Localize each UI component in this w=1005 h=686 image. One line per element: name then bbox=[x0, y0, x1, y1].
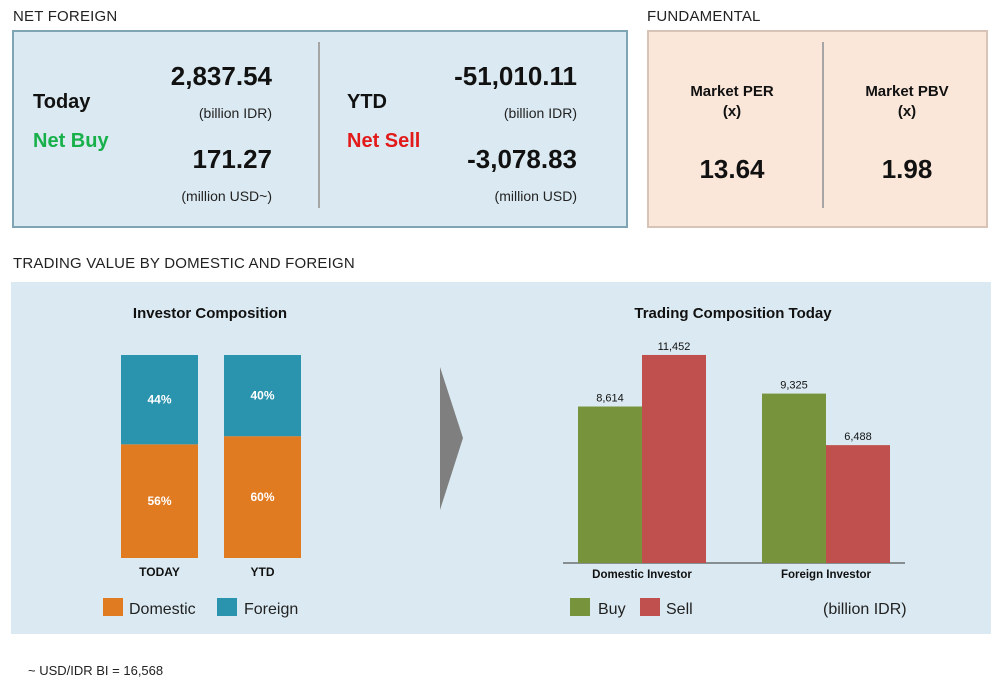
ytd-idr-value: -51,010.11 bbox=[454, 61, 577, 91]
bar-label-buy-domestic-investor: 8,614 bbox=[596, 393, 624, 405]
ytd-usd-unit: (million USD) bbox=[494, 188, 577, 204]
fundamental-panel bbox=[647, 30, 988, 228]
ytd-label: YTD bbox=[347, 91, 387, 113]
per-unit: (x) bbox=[722, 103, 742, 120]
stack-label-domestic-today: 56% bbox=[147, 494, 171, 508]
stack-bar-foreign-today bbox=[121, 355, 198, 445]
bar-category-foreign-investor: Foreign Investor bbox=[781, 569, 872, 581]
today-usd-value: 171.27 bbox=[192, 144, 272, 174]
today-status: Net Buy bbox=[33, 130, 109, 152]
trading-composition-title: Trading Composition Today bbox=[634, 305, 832, 322]
legend-buy-swatch bbox=[570, 598, 590, 616]
bar-buy-foreign-investor bbox=[762, 393, 826, 563]
net-foreign-panel bbox=[12, 30, 628, 228]
legend-foreign-label: Foreign bbox=[244, 601, 299, 618]
investor-composition-chart: 56% 44% TODAY 60% 40% YTD bbox=[121, 355, 301, 579]
trading-composition-chart: 8,614 11,452 Domestic Investor 9,325 6,488 Fo… bbox=[563, 341, 905, 581]
stack-label-foreign-ytd: 40% bbox=[250, 389, 274, 403]
investor-composition-title: Investor Composition bbox=[132, 305, 288, 322]
stack-label-domestic-ytd: 60% bbox=[250, 490, 274, 504]
legend-sell-label: Sell bbox=[666, 601, 693, 618]
chevron-right-icon bbox=[440, 367, 463, 510]
stack-category-ytd: YTD bbox=[251, 565, 275, 579]
pbv-unit: (x) bbox=[897, 103, 917, 120]
pbv-label: Market PBV bbox=[865, 83, 949, 100]
per-value: 13.64 bbox=[699, 154, 765, 184]
bar-sell-domestic-investor bbox=[642, 354, 706, 563]
net-foreign-title: NET FOREIGN bbox=[13, 8, 118, 25]
bar-label-sell-domestic-investor: 11,452 bbox=[658, 341, 691, 353]
legend-sell-swatch bbox=[640, 598, 660, 616]
net-foreign-divider bbox=[318, 42, 320, 208]
exchange-rate-footnote: ~ USD/IDR BI = 16,568 bbox=[28, 663, 164, 678]
stack-label-foreign-today: 44% bbox=[147, 393, 171, 407]
bar-label-buy-foreign-investor: 9,325 bbox=[780, 380, 808, 392]
today-label: Today bbox=[33, 91, 91, 113]
today-idr-unit: (billion IDR) bbox=[198, 105, 272, 121]
today-idr-value: 2,837.54 bbox=[170, 61, 272, 91]
pbv-value: 1.98 bbox=[881, 154, 933, 184]
legend-domestic-swatch bbox=[103, 598, 123, 616]
stack-bar-domestic-ytd bbox=[224, 436, 301, 558]
stack-category-today: TODAY bbox=[139, 565, 180, 579]
trading-value-title: TRADING VALUE BY DOMESTIC AND FOREIGN bbox=[13, 255, 355, 272]
ytd-status: Net Sell bbox=[347, 130, 421, 152]
fundamental-title: FUNDAMENTAL bbox=[647, 8, 761, 25]
stack-bar-foreign-ytd bbox=[224, 355, 301, 437]
ytd-usd-value: -3,078.83 bbox=[467, 144, 577, 174]
bar-label-sell-foreign-investor: 6,488 bbox=[844, 431, 872, 443]
legend-domestic-label: Domestic bbox=[129, 601, 196, 618]
legend-foreign-swatch bbox=[217, 598, 237, 616]
bar-buy-domestic-investor bbox=[578, 406, 642, 563]
unit-note: (billion IDR) bbox=[823, 601, 907, 618]
today-usd-unit: (million USD~) bbox=[181, 188, 272, 204]
stack-bar-domestic-today bbox=[121, 444, 198, 558]
legend-buy-label: Buy bbox=[598, 601, 626, 618]
per-label: Market PER bbox=[690, 83, 774, 100]
bar-sell-foreign-investor bbox=[826, 445, 890, 563]
bar-category-domestic-investor: Domestic Investor bbox=[592, 569, 692, 581]
ytd-idr-unit: (billion IDR) bbox=[503, 105, 577, 121]
fundamental-divider bbox=[822, 42, 824, 208]
